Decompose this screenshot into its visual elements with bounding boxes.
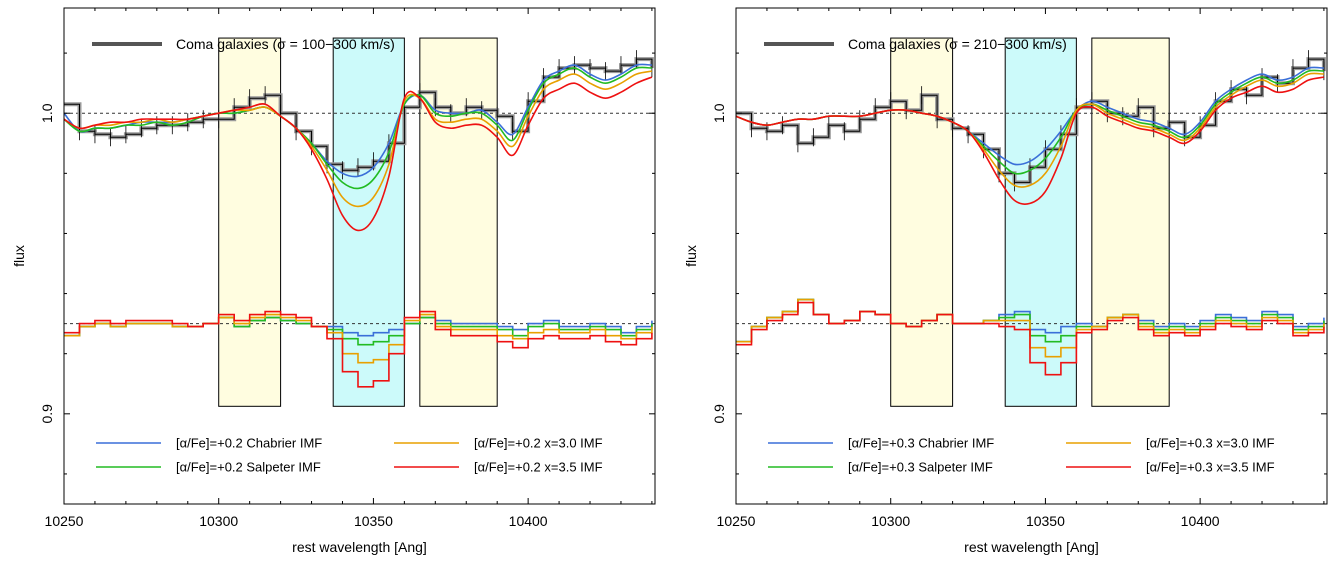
x-tick-label: 10300 bbox=[199, 513, 238, 529]
y-tick-label: 0.9 bbox=[711, 404, 727, 424]
panel-right: 10250 10300 10350 10400 0.9 1.0 flux rest wav… bbox=[683, 7, 1328, 555]
x-tick-label: 10250 bbox=[717, 513, 756, 529]
x-axis-label: rest wavelength [Ang] bbox=[964, 539, 1099, 555]
x-tick-label: 10250 bbox=[45, 513, 84, 529]
legend-label-model: [α/Fe]=+0.3 Chabrier IMF bbox=[848, 436, 994, 451]
legend-label-model: [α/Fe]=+0.2 Salpeter IMF bbox=[176, 460, 321, 475]
index-band-3 bbox=[1091, 37, 1170, 407]
index-band-3 bbox=[419, 37, 498, 407]
y-tick-label: 0.9 bbox=[39, 404, 55, 424]
index-band-2 bbox=[332, 37, 405, 407]
model-ratio-x3-0 bbox=[64, 313, 653, 364]
x-tick-label: 10400 bbox=[1181, 513, 1220, 529]
panel-left: 10250 10300 10350 10400 0.9 1.0 flux rest wav… bbox=[11, 7, 656, 555]
legend-label-model: [α/Fe]=+0.3 Salpeter IMF bbox=[848, 460, 993, 475]
x-tick-label: 10350 bbox=[354, 513, 393, 529]
x-tick-label: 10300 bbox=[871, 513, 910, 529]
y-axis-label: flux bbox=[11, 245, 27, 267]
model-line-x3-5 bbox=[63, 76, 653, 232]
x-tick-label: 10350 bbox=[1026, 513, 1065, 529]
legend-label-model: [α/Fe]=+0.3 x=3.5 IMF bbox=[1146, 460, 1275, 475]
plot-frame bbox=[735, 7, 1328, 505]
observed-spectrum bbox=[736, 58, 1325, 183]
legend-label-observed: Coma galaxies (σ = 100−300 km/s) bbox=[176, 36, 395, 52]
model-ratio-x3-5 bbox=[64, 310, 653, 388]
y-tick-label: 1.0 bbox=[711, 103, 727, 123]
legend-label-model: [α/Fe]=+0.2 Chabrier IMF bbox=[176, 436, 322, 451]
plot-frame bbox=[63, 7, 656, 505]
x-tick-label: 10400 bbox=[509, 513, 548, 529]
x-axis-label: rest wavelength [Ang] bbox=[292, 539, 427, 555]
y-axis-label: flux bbox=[683, 245, 699, 267]
legend-label-model: [α/Fe]=+0.3 x=3.0 IMF bbox=[1146, 436, 1275, 451]
y-tick-label: 1.0 bbox=[39, 103, 55, 123]
legend-label-model: [α/Fe]=+0.2 x=3.5 IMF bbox=[474, 460, 603, 475]
legend-label-model: [α/Fe]=+0.2 x=3.0 IMF bbox=[474, 436, 603, 451]
legend-label-observed: Coma galaxies (σ = 210−300 km/s) bbox=[848, 36, 1067, 52]
model-ratio-x3-5 bbox=[736, 301, 1325, 376]
model-line-salpeter bbox=[63, 66, 652, 190]
model-line-x3-5 bbox=[735, 76, 1325, 205]
index-band-2 bbox=[1004, 37, 1077, 407]
